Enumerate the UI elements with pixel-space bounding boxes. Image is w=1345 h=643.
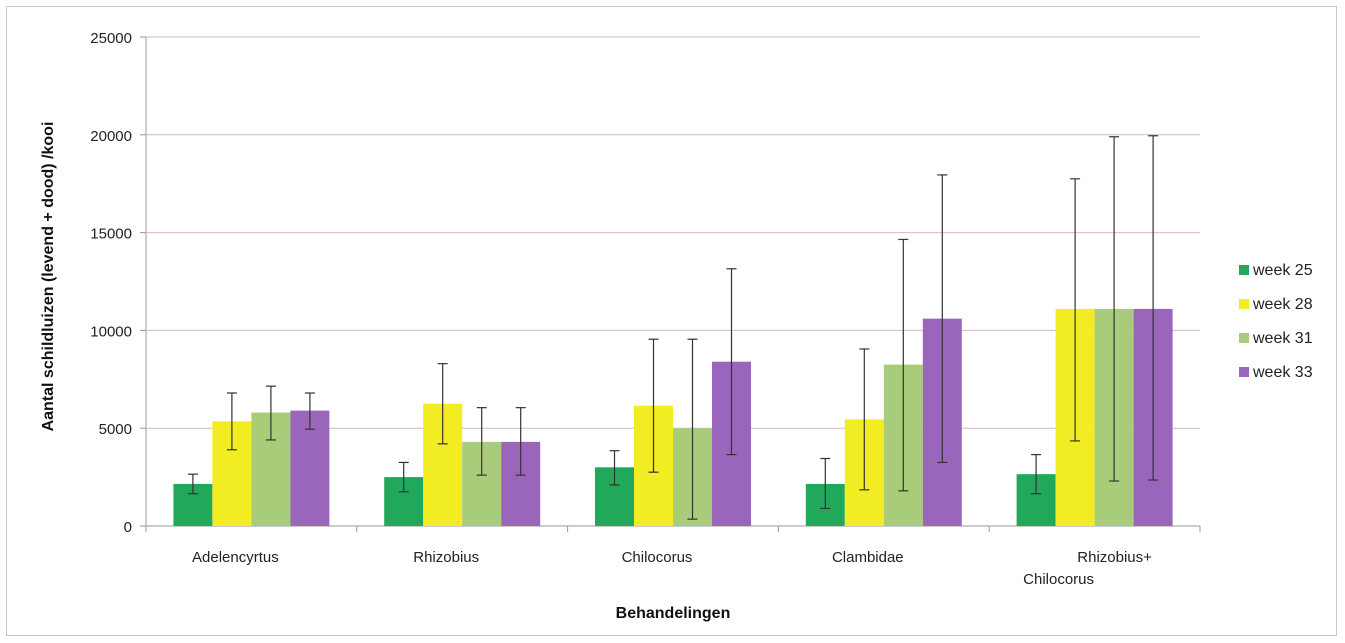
legend-entry: week 33: [1252, 364, 1313, 381]
x-tick-label: Chilocorus: [622, 549, 693, 566]
bar-week-33: [290, 410, 330, 526]
legend-swatch: [1239, 265, 1249, 275]
legend-swatch: [1239, 367, 1249, 377]
y-tick-labels: 0 5000 10000 15000 20000 25000: [90, 30, 132, 536]
bar-chart: 0 5000 10000 15000 20000 25000 Adelencyrtus Rh…: [40, 30, 1313, 622]
y-tick-label: 15000: [90, 226, 132, 243]
legend: week 25 week 28 week 31 week 33: [1239, 262, 1313, 381]
error-bars: [187, 135, 1159, 520]
x-tick-labels: Adelencyrtus Rhizobius Chilocorus Clambidae…: [192, 549, 1152, 588]
legend-swatch: [1239, 299, 1249, 309]
y-tick-label: 0: [124, 519, 132, 536]
y-tick-label: 5000: [99, 421, 132, 438]
x-tick-label: Rhizobius: [413, 549, 479, 566]
y-tick-label: 10000: [90, 323, 132, 340]
x-tick-label: Rhizobius+ Chilocorus: [1023, 549, 1152, 588]
y-tick-label: 25000: [90, 30, 132, 47]
y-axis-label: Aantal schildluizen (levend + dood) /koo…: [40, 122, 57, 432]
x-tick-label: Adelencyrtus: [192, 549, 279, 566]
x-tick-label: Clambidae: [832, 549, 904, 566]
legend-entry: week 28: [1252, 296, 1313, 313]
bars: [173, 308, 1173, 526]
legend-swatch: [1239, 333, 1249, 343]
x-axis-label: Behandelingen: [616, 605, 731, 622]
legend-entry: week 25: [1252, 262, 1313, 279]
y-tick-label: 20000: [90, 128, 132, 145]
chart-frame: 0 5000 10000 15000 20000 25000 Adelencyrtus Rh…: [6, 6, 1337, 636]
legend-entry: week 31: [1252, 330, 1313, 347]
